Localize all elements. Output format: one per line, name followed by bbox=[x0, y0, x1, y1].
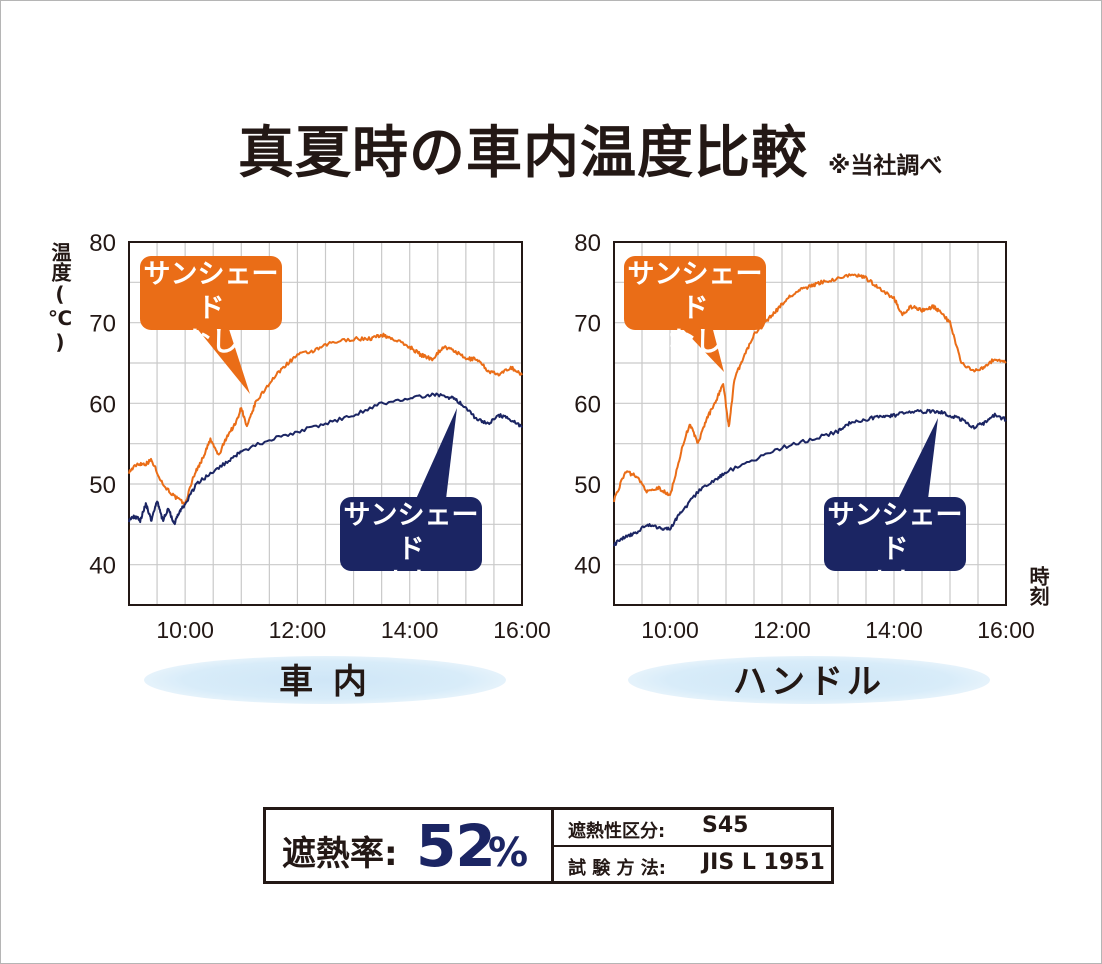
y-tick-label: 50 bbox=[574, 472, 601, 499]
heat-shield-rate-unit: % bbox=[488, 830, 529, 876]
callout-line: なし bbox=[668, 327, 722, 358]
panel-label-steering-wheel: ハンドル bbox=[628, 656, 990, 704]
heat-shield-rate-value: 52 bbox=[416, 812, 496, 880]
callout-with-shade-wheel: サンシェード あり bbox=[824, 497, 966, 599]
x-tick-label: 12:00 bbox=[753, 617, 811, 643]
callout-line: あり bbox=[384, 568, 438, 599]
callout-without-shade-cabin: サンシェード なし bbox=[140, 256, 282, 358]
chart-title: 真夏時の車内温度比較 bbox=[238, 121, 808, 186]
callout-pointer-without-shade-cabin bbox=[195, 326, 250, 394]
heat-shield-class-row: 遮熱性区分: S45 bbox=[554, 810, 831, 847]
heat-shield-rate-cell: 遮熱率: 52 % bbox=[266, 810, 554, 881]
y-tick-label: 60 bbox=[89, 391, 116, 418]
callout-line: サンシェード bbox=[343, 500, 479, 565]
series-line-with-shade bbox=[128, 392, 523, 526]
heat-shield-class-value: S45 bbox=[702, 813, 749, 838]
y-tick-label: 80 bbox=[574, 230, 601, 257]
heat-shield-rate-label: 遮熱率: bbox=[282, 834, 398, 874]
x-tick-label: 10:00 bbox=[156, 617, 214, 643]
x-tick-label: 10:00 bbox=[641, 617, 699, 643]
y-tick-label: 70 bbox=[574, 311, 601, 338]
series-line-with-shade bbox=[613, 408, 1007, 547]
x-tick-label: 14:00 bbox=[865, 617, 923, 643]
x-tick-label: 16:00 bbox=[493, 617, 551, 643]
y-tick-label: 40 bbox=[574, 553, 601, 580]
callout-pointer-with-shade-wheel bbox=[898, 418, 938, 499]
y-axis-label-text: 温度(℃) bbox=[48, 242, 72, 354]
y-tick-label: 40 bbox=[89, 553, 116, 580]
x-tick-label: 16:00 bbox=[977, 617, 1035, 643]
plot-frame bbox=[128, 241, 523, 606]
callout-line: あり bbox=[868, 568, 922, 599]
test-method-label: 試 験 方 法: bbox=[568, 858, 666, 879]
callout-pointer-with-shade-cabin bbox=[416, 408, 457, 499]
series-line-without-shade bbox=[613, 273, 1007, 503]
callout-line: サンシェード bbox=[143, 259, 279, 324]
y-tick-label: 60 bbox=[574, 391, 601, 418]
y-tick-label: 50 bbox=[89, 472, 116, 499]
callout-line: サンシェード bbox=[827, 500, 963, 565]
callout-with-shade-cabin: サンシェード あり bbox=[340, 497, 482, 599]
heat-shield-class-label: 遮熱性区分: bbox=[568, 821, 666, 842]
y-axis-label: 温度(℃) bbox=[48, 242, 72, 358]
x-axis-label: 時刻 bbox=[1026, 566, 1050, 610]
x-axis-label-text: 時刻 bbox=[1026, 566, 1050, 606]
callout-line: サンシェード bbox=[627, 259, 763, 324]
test-method-row: 試 験 方 法: JIS L 1951 bbox=[554, 847, 831, 882]
spec-box: 遮熱率: 52 % 遮熱性区分: S45 試 験 方 法: JIS L 1951 bbox=[263, 807, 834, 884]
callout-pointer-without-shade-wheel bbox=[680, 326, 724, 372]
plot-frame bbox=[613, 241, 1007, 606]
callout-line: なし bbox=[184, 327, 238, 358]
callout-without-shade-wheel: サンシェード なし bbox=[624, 256, 766, 358]
test-method-value: JIS L 1951 bbox=[702, 850, 825, 875]
y-tick-label: 80 bbox=[89, 230, 116, 257]
source-note: ※当社調べ bbox=[828, 153, 943, 179]
panel-label-cabin: 車 内 bbox=[144, 656, 506, 704]
y-tick-label: 70 bbox=[89, 311, 116, 338]
series-line-without-shade bbox=[128, 332, 523, 506]
x-tick-label: 14:00 bbox=[381, 617, 439, 643]
x-tick-label: 12:00 bbox=[269, 617, 327, 643]
